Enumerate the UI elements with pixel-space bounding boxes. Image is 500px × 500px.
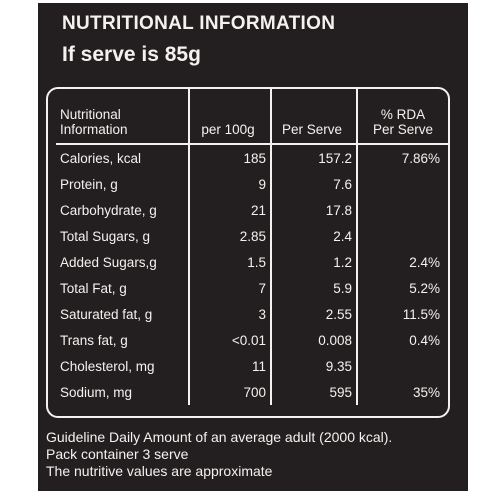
nutrient-name-cell: Sodium, mg [60, 384, 133, 400]
rda-cell: 0.4% [409, 332, 440, 348]
header-rda-line2: Per Serve [372, 122, 434, 137]
footer-approx-note: The nutritive values are approximate [46, 463, 273, 479]
per-serve-cell: 1.2 [271, 249, 358, 275]
per-100g-cell: 185 [188, 144, 272, 171]
header-per-serve: Per Serve [271, 89, 358, 145]
per-100g-cell: 21 [188, 197, 272, 223]
per-serve-cell: 9.35 [271, 353, 358, 379]
header-rda-line1: % RDA [380, 107, 426, 122]
table-row: Calories, kcal 185 157.2 7.86% [56, 144, 448, 171]
per-serve-cell: 2.4 [271, 223, 358, 249]
table-row: Trans fat, g <0.01 0.008 0.4% [56, 327, 448, 353]
nutrition-table-frame: Nutritional Information per 100g Per Ser… [46, 87, 450, 418]
per-serve-cell: 0.008 [271, 327, 358, 353]
nutrient-name-cell: Added Sugars,g [60, 254, 157, 270]
per-serve-cell: 157.2 [271, 144, 358, 171]
per-100g-cell: 9 [188, 171, 272, 197]
rda-cell [357, 171, 448, 197]
serving-size-heading: If serve is 85g [62, 43, 201, 66]
label-heading: NUTRITIONAL INFORMATION [62, 13, 336, 34]
per-100g-cell: 1.5 [188, 249, 272, 275]
nutrient-name-cell: Saturated fat, g [60, 306, 153, 322]
per-100g-cell: 11 [188, 353, 272, 379]
per-100g-cell: 700 [188, 379, 272, 405]
per-100g-cell: 7 [188, 275, 272, 301]
table-row: Carbohydrate, g 21 17.8 [56, 197, 448, 223]
table-body: Calories, kcal 185 157.2 7.86% Protein, g 9 7.… [56, 144, 448, 405]
per-100g-cell: 2.85 [188, 223, 272, 249]
per-100g-cell: <0.01 [188, 327, 272, 353]
table-row: Protein, g 9 7.6 [56, 171, 448, 197]
header-nutritional-information: Nutritional Information [56, 89, 189, 145]
nutrient-name-cell: Cholesterol, mg [60, 358, 155, 374]
per-100g-cell: 3 [188, 301, 272, 327]
table-header-row: Nutritional Information per 100g Per Ser… [56, 89, 448, 145]
rda-cell [357, 353, 448, 379]
header-rda: % RDA Per Serve [357, 89, 448, 145]
rda-cell [357, 223, 448, 249]
per-serve-cell: 17.8 [271, 197, 358, 223]
header-name-line1: Nutritional [60, 107, 121, 122]
rda-cell: 2.4% [409, 254, 440, 270]
nutrient-name-cell: Total Sugars, g [60, 228, 151, 244]
per-serve-cell: 5.9 [271, 275, 358, 301]
footer-gda-note: Guideline Daily Amount of an average adu… [46, 429, 393, 445]
rda-cell: 7.86% [401, 150, 440, 166]
per-serve-cell: 2.55 [271, 301, 358, 327]
nutrient-name-cell: Trans fat, g [60, 332, 128, 348]
nutrient-name-cell: Calories, kcal [60, 150, 142, 166]
per-serve-cell: 595 [271, 379, 358, 405]
nutrition-label-panel: NUTRITIONAL INFORMATION If serve is 85g … [38, 3, 468, 491]
table-row: Sodium, mg 700 595 35% [56, 379, 448, 405]
rda-cell: 5.2% [409, 280, 440, 296]
rda-cell: 11.5% [402, 306, 440, 322]
nutrient-name-cell: Total Fat, g [60, 280, 127, 296]
header-name-line2: Information [60, 122, 128, 137]
nutrition-table: Nutritional Information per 100g Per Ser… [56, 89, 448, 405]
nutrient-name-cell: Protein, g [60, 176, 118, 192]
table-row: Total Fat, g 7 5.9 5.2% [56, 275, 448, 301]
table-row: Total Sugars, g 2.85 2.4 [56, 223, 448, 249]
rda-cell: 35% [412, 384, 440, 400]
table-row: Cholesterol, mg 11 9.35 [56, 353, 448, 379]
header-per-100g: per 100g [188, 89, 272, 145]
table-row: Saturated fat, g 3 2.55 11.5% [56, 301, 448, 327]
per-serve-cell: 7.6 [271, 171, 358, 197]
nutrient-name-cell: Carbohydrate, g [60, 202, 157, 218]
label-footer: Guideline Daily Amount of an average adu… [46, 429, 466, 480]
footer-pack-note: Pack container 3 serve [46, 446, 189, 462]
table-row: Added Sugars,g 1.5 1.2 2.4% [56, 249, 448, 275]
rda-cell [357, 197, 448, 223]
